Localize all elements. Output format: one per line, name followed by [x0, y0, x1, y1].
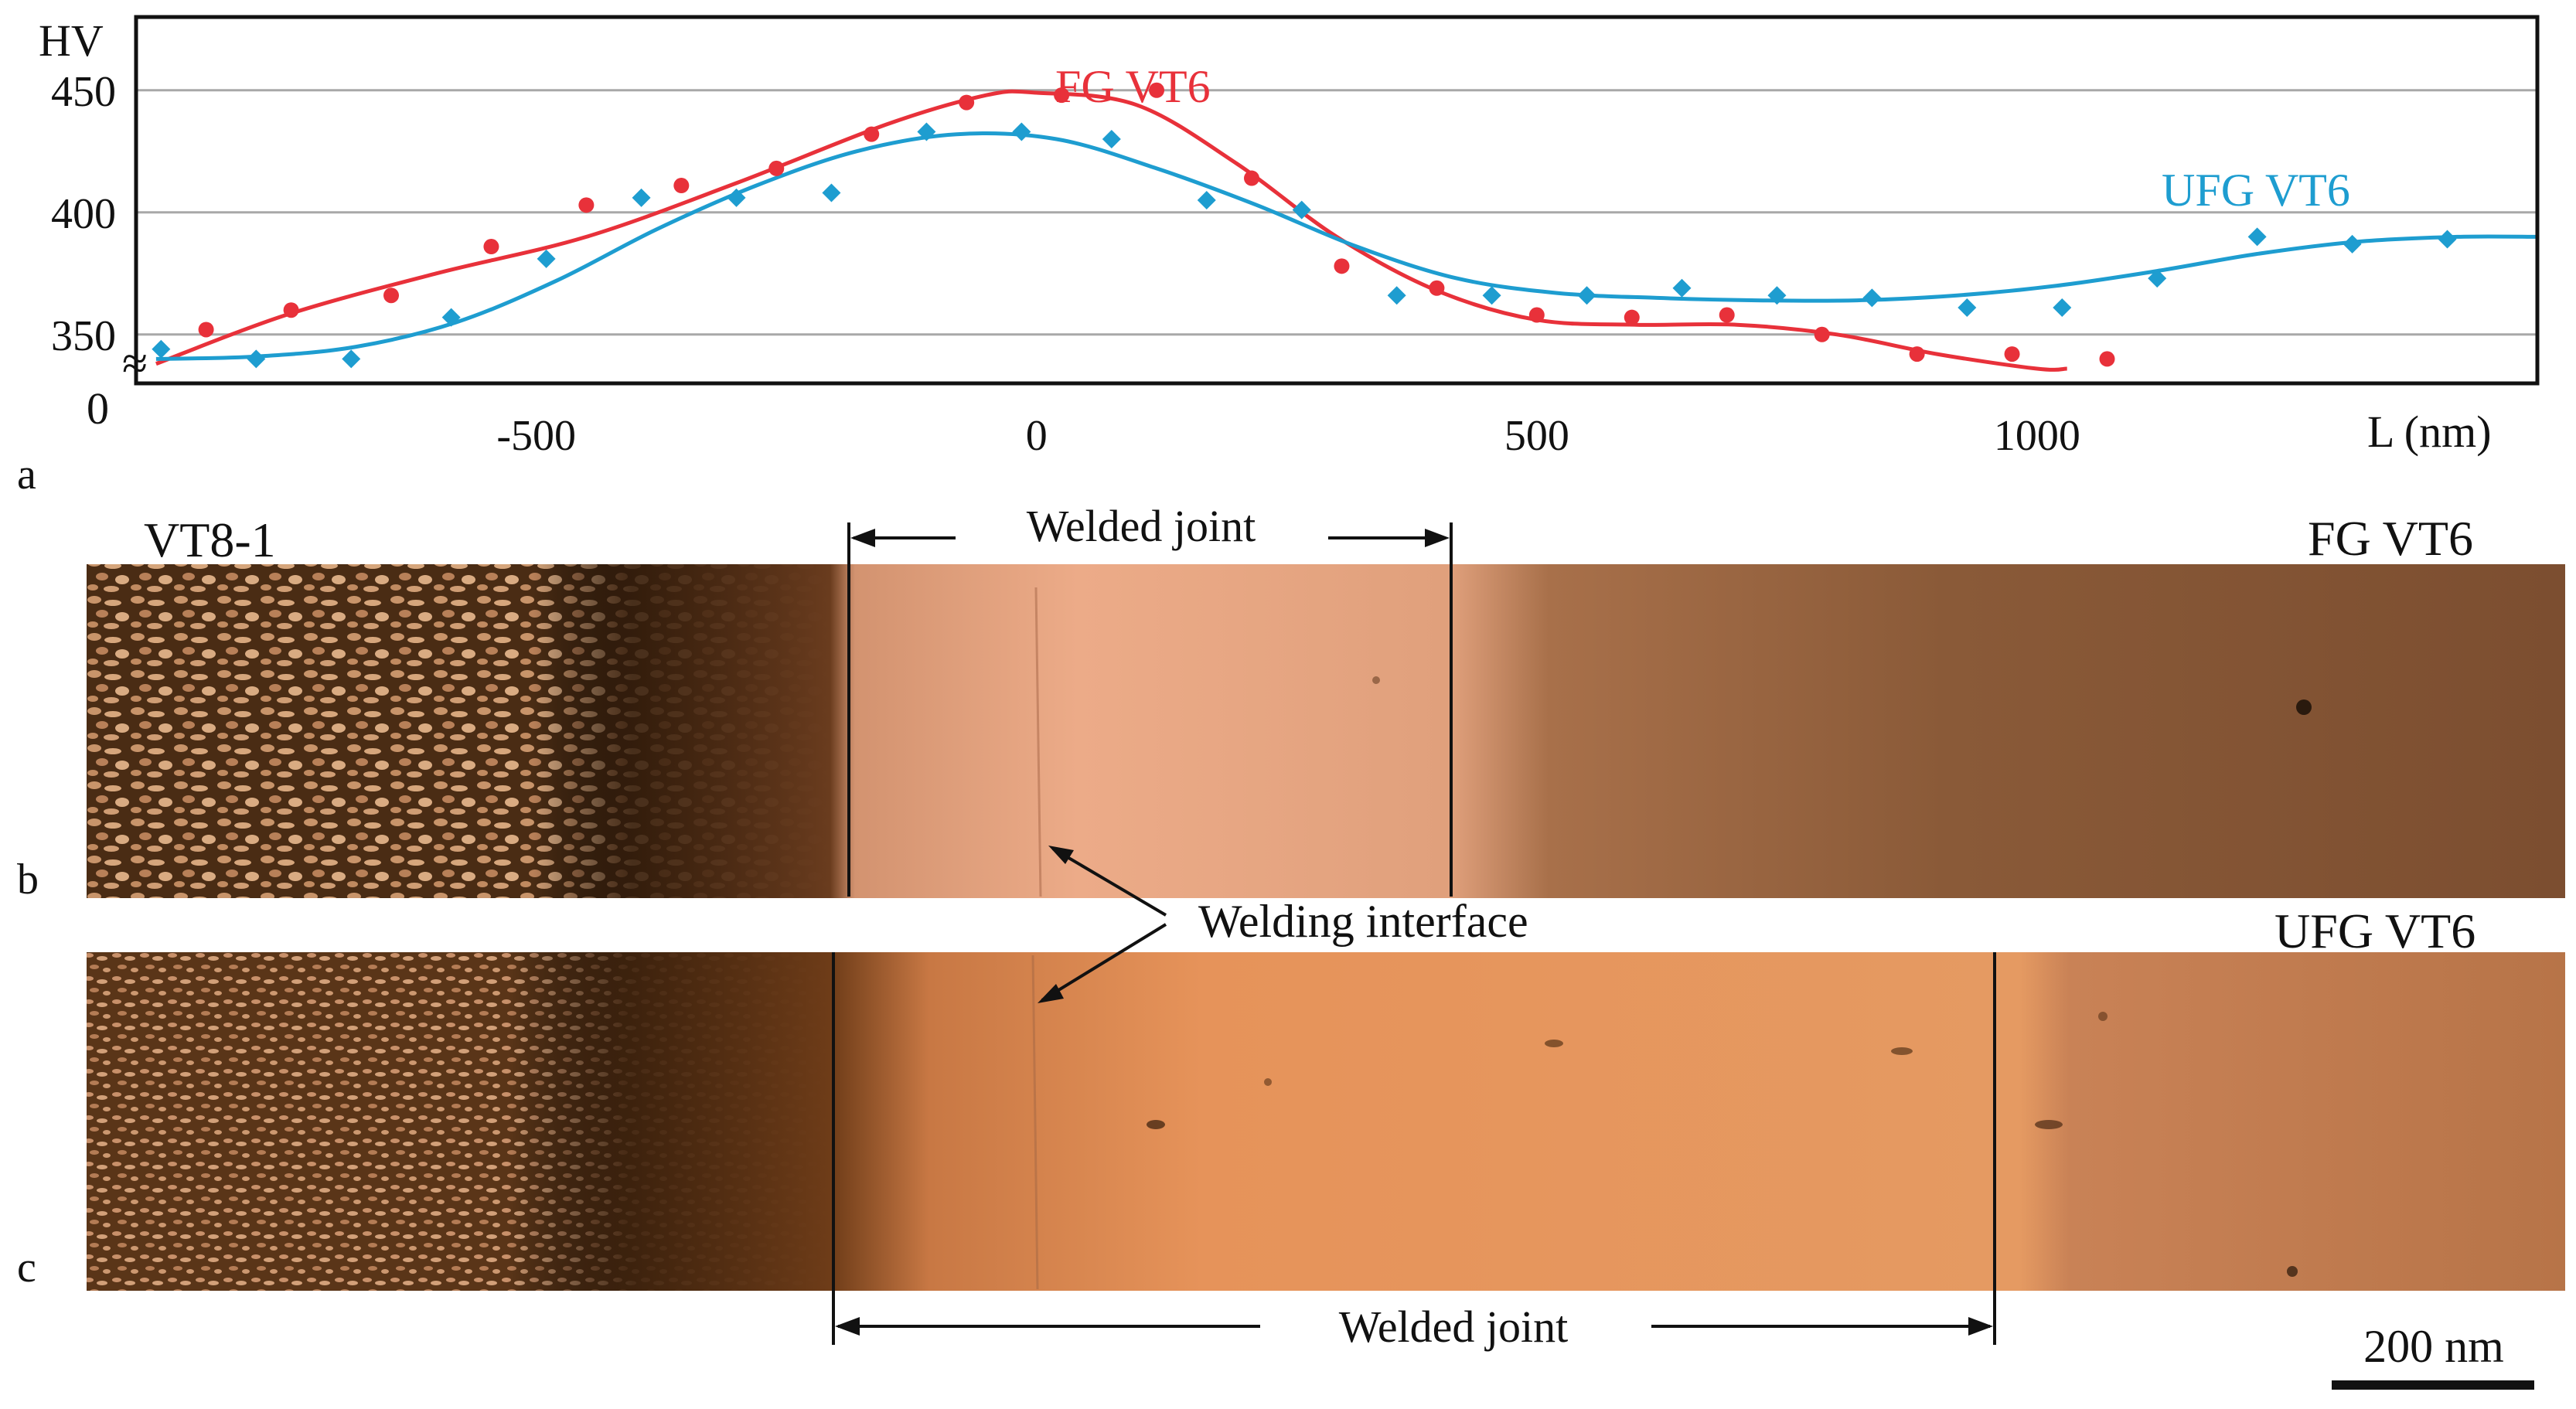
x-tick-label: -500	[496, 412, 576, 460]
data-point-ufg-vt6	[2247, 227, 2267, 247]
plot-frame	[134, 15, 2540, 386]
data-point-ufg-vt6	[1387, 286, 1406, 305]
panel-label-b: b	[17, 856, 39, 904]
data-point-fg-vt6	[1528, 307, 1545, 323]
panel-label-a: a	[17, 451, 36, 499]
data-point-ufg-vt6	[2053, 298, 2072, 318]
data-point-fg-vt6	[1054, 87, 1070, 104]
data-point-fg-vt6	[283, 302, 299, 318]
data-point-ufg-vt6	[2438, 230, 2457, 249]
chart-curves	[155, 89, 2538, 372]
welded-joint-top-label: Welded joint	[1027, 501, 1256, 551]
data-point-fg-vt6	[864, 126, 880, 142]
label-vt8-1: VT8-1	[144, 512, 276, 567]
welding-interface-label: Welding interface	[1198, 896, 1528, 947]
data-point-fg-vt6	[2099, 351, 2115, 367]
y-tick-label: 450	[51, 68, 116, 116]
x-tick-label: 1000	[1994, 412, 2080, 460]
data-point-ufg-vt6	[1292, 200, 1311, 220]
x-tick-label: 0	[1026, 412, 1048, 460]
data-point-ufg-vt6	[1102, 130, 1121, 148]
data-point-ufg-vt6	[2343, 234, 2362, 254]
data-point-fg-vt6	[2004, 346, 2020, 362]
data-point-ufg-vt6	[632, 188, 651, 207]
legend-ufg-vt6: UFG VT6	[2162, 165, 2350, 216]
y-tick-labels: 350 400 450	[51, 68, 116, 360]
trend-line-fg-vt6	[155, 89, 2067, 372]
data-point-fg-vt6	[1624, 309, 1640, 325]
welded-joint-bottom-label: Welded joint	[1339, 1302, 1569, 1352]
chart-points	[152, 82, 2457, 369]
label-ufg-vt6-micro: UFG VT6	[2274, 904, 2475, 958]
chart-grid	[136, 89, 2537, 336]
data-point-ufg-vt6	[1197, 191, 1216, 209]
data-point-ufg-vt6	[1482, 286, 1501, 305]
data-point-fg-vt6	[768, 160, 785, 176]
x-tick-labels: -500 0 500 1000	[496, 412, 2080, 460]
data-point-fg-vt6	[483, 239, 499, 255]
scale-bar	[2332, 1380, 2534, 1390]
x-axis-label: L (nm)	[2367, 407, 2492, 457]
y-axis-label: HV	[39, 15, 104, 66]
data-point-ufg-vt6	[441, 308, 461, 327]
data-point-fg-vt6	[673, 178, 690, 194]
y-tick-label: 400	[51, 190, 116, 238]
welding-interface-arrows	[1038, 846, 1167, 1003]
micrograph-ufg-vt6	[87, 952, 2565, 1291]
data-point-ufg-vt6	[1958, 298, 1977, 318]
y-origin-label: 0	[87, 383, 109, 434]
data-point-ufg-vt6	[727, 188, 746, 207]
hardness-chart: 350 400 450 -500 0 500 1000 HV L (nm) 0 ≈ FG …	[17, 15, 2540, 499]
data-point-fg-vt6	[1429, 280, 1445, 296]
data-point-ufg-vt6	[917, 122, 936, 141]
scale-bar-label: 200 nm	[2363, 1321, 2504, 1372]
data-point-ufg-vt6	[1672, 278, 1692, 298]
data-point-ufg-vt6	[342, 349, 361, 369]
data-point-ufg-vt6	[537, 249, 556, 268]
panel-label-c: c	[17, 1244, 36, 1292]
data-point-ufg-vt6	[152, 339, 171, 359]
data-point-fg-vt6	[1149, 82, 1165, 98]
welded-joint-top-annotation	[847, 522, 1453, 897]
data-point-ufg-vt6	[1577, 286, 1596, 305]
data-point-fg-vt6	[1814, 326, 1830, 342]
data-point-fg-vt6	[959, 94, 975, 111]
y-tick-label: 350	[51, 312, 116, 360]
data-point-ufg-vt6	[822, 183, 841, 203]
data-point-ufg-vt6	[247, 349, 266, 369]
x-tick-label: 500	[1504, 412, 1569, 460]
data-point-ufg-vt6	[2148, 269, 2167, 288]
data-point-fg-vt6	[1719, 307, 1735, 323]
data-point-fg-vt6	[198, 322, 214, 338]
label-fg-vt6-micro: FG VT6	[2308, 511, 2473, 566]
data-point-fg-vt6	[578, 197, 595, 213]
data-point-ufg-vt6	[1767, 286, 1787, 305]
welded-joint-bottom-annotation	[832, 952, 1996, 1345]
data-point-fg-vt6	[1334, 258, 1350, 274]
data-point-fg-vt6	[1243, 170, 1259, 186]
data-point-ufg-vt6	[1012, 122, 1031, 141]
data-point-fg-vt6	[1909, 346, 1925, 362]
legend-fg-vt6: FG VT6	[1055, 61, 1211, 112]
y-axis-break-symbol: ≈	[122, 338, 148, 389]
data-point-ufg-vt6	[1862, 288, 1882, 308]
data-point-fg-vt6	[383, 288, 400, 304]
micrograph-fg-vt6	[87, 564, 2565, 898]
